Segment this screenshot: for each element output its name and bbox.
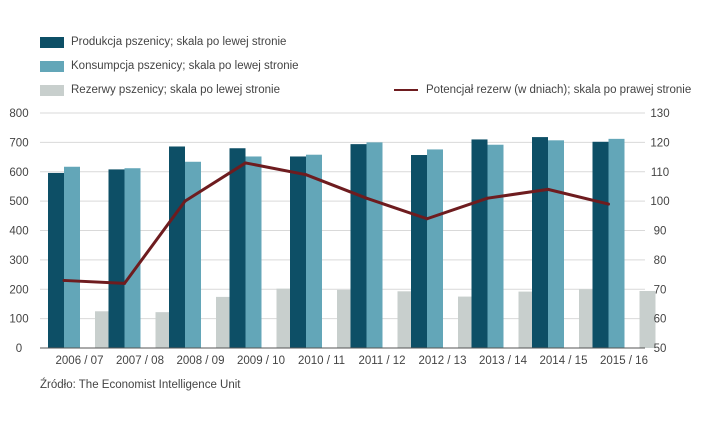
right-tick-label: 50: [654, 343, 667, 355]
legend-label-production: Produkcja pszenicy; skala po lewej stron…: [71, 36, 287, 48]
right-tick-label: 90: [654, 226, 667, 238]
x-tick-label: 2015 / 16: [600, 355, 648, 367]
legend-swatch-consumption: [40, 60, 64, 72]
x-tick-label: 2006 / 07: [56, 355, 104, 367]
right-tick-label: 120: [650, 137, 669, 149]
left-tick-label: 100: [9, 314, 28, 326]
right-tick-label: 80: [654, 255, 667, 267]
bar-production: [350, 144, 367, 348]
legend-label-reserves: Rezerwy pszenicy; skala po lewej stronie: [71, 84, 281, 96]
bar-consumption: [366, 142, 383, 348]
bar-reserves: [337, 289, 353, 348]
right-tick-label: 60: [654, 314, 667, 326]
bar-production: [532, 137, 548, 348]
x-tick-label: 2008 / 09: [177, 355, 225, 367]
left-tick-label: 800: [9, 108, 28, 120]
left-tick-label: 0: [16, 343, 22, 355]
bar-reserves: [458, 296, 474, 348]
bar-production: [229, 148, 246, 348]
line-point: [365, 196, 368, 200]
line-point: [486, 196, 489, 200]
line-point: [425, 217, 429, 221]
bar-consumption: [306, 154, 322, 348]
line-point: [304, 173, 308, 177]
bar-consumption: [427, 149, 443, 348]
right-tick-label: 130: [650, 108, 669, 120]
right-tick-label: 110: [651, 167, 669, 179]
bar-production: [592, 141, 609, 348]
x-tick-label: 2013 / 14: [479, 355, 528, 367]
bar-consumption: [245, 156, 262, 348]
line-point: [183, 199, 187, 203]
bar-reserves: [518, 291, 535, 348]
legend-swatch-potential: [394, 89, 418, 91]
bar-consumption: [124, 168, 141, 348]
x-tick-label: 2014 / 15: [540, 355, 588, 367]
bars-layer: [48, 137, 656, 348]
bar-consumption: [185, 161, 201, 348]
bar-production: [48, 172, 64, 348]
bar-reserves: [155, 312, 172, 348]
bar-production: [169, 146, 185, 348]
legend-item-potential: Potencjał rezerw (w dniach); skala po pr…: [394, 84, 691, 96]
left-tick-label: 700: [9, 137, 28, 149]
left-tick-label: 300: [9, 255, 28, 267]
bar-consumption: [487, 144, 504, 348]
x-tick-label: 2007 / 08: [116, 355, 164, 367]
bar-reserves: [216, 296, 232, 348]
legend-item-reserves: Rezerwy pszenicy; skala po lewej stronie: [40, 84, 280, 96]
axis-layer: 0 100 200 300 400 500 600 700 800 50 60 70 80 90 100 11…: [9, 108, 669, 367]
legend-swatch-reserves: [40, 84, 64, 96]
line-point: [62, 278, 66, 282]
bar-production: [108, 169, 125, 348]
left-tick-label: 200: [9, 284, 28, 296]
left-tick-label: 600: [9, 167, 28, 179]
right-tick-label: 100: [650, 196, 669, 208]
x-tick-label: 2011 / 12: [358, 355, 405, 367]
bar-reserves: [397, 291, 414, 348]
legend-item-consumption: Konsumpcja pszenicy; skala po lewej stro…: [40, 60, 299, 72]
legend-swatch-production: [40, 36, 64, 48]
right-tick-label: 70: [654, 284, 667, 296]
line-point: [123, 281, 126, 285]
bar-consumption: [608, 138, 625, 348]
x-tick-label: 2012 / 13: [419, 355, 467, 367]
legend-label-consumption: Konsumpcja pszenicy; skala po lewej stro…: [71, 60, 299, 72]
bar-production: [290, 156, 306, 348]
line-point: [607, 202, 610, 206]
line-potential: [63, 161, 609, 285]
bar-production: [471, 139, 488, 348]
line-point: [244, 161, 247, 165]
bar-reserves: [579, 289, 595, 348]
legend-item-production: Produkcja pszenicy; skala po lewej stron…: [40, 36, 286, 48]
x-tick-label: 2010 / 11: [298, 355, 345, 367]
line-layer: [62, 161, 610, 285]
bar-reserves: [639, 291, 656, 348]
line-point: [546, 187, 550, 191]
bar-consumption: [64, 166, 80, 348]
bar-reserves: [95, 311, 111, 348]
bar-production: [411, 155, 427, 348]
bar-consumption: [548, 140, 564, 348]
left-tick-label: 500: [9, 196, 28, 208]
bar-reserves: [276, 288, 293, 348]
left-tick-label: 400: [9, 226, 28, 238]
legend-label-potential: Potencjał rezerw (w dniach); skala po pr…: [426, 84, 692, 96]
source-note: Źródło: The Economist Intelligence Unit: [40, 379, 241, 391]
x-tick-label: 2009 / 10: [237, 355, 285, 367]
